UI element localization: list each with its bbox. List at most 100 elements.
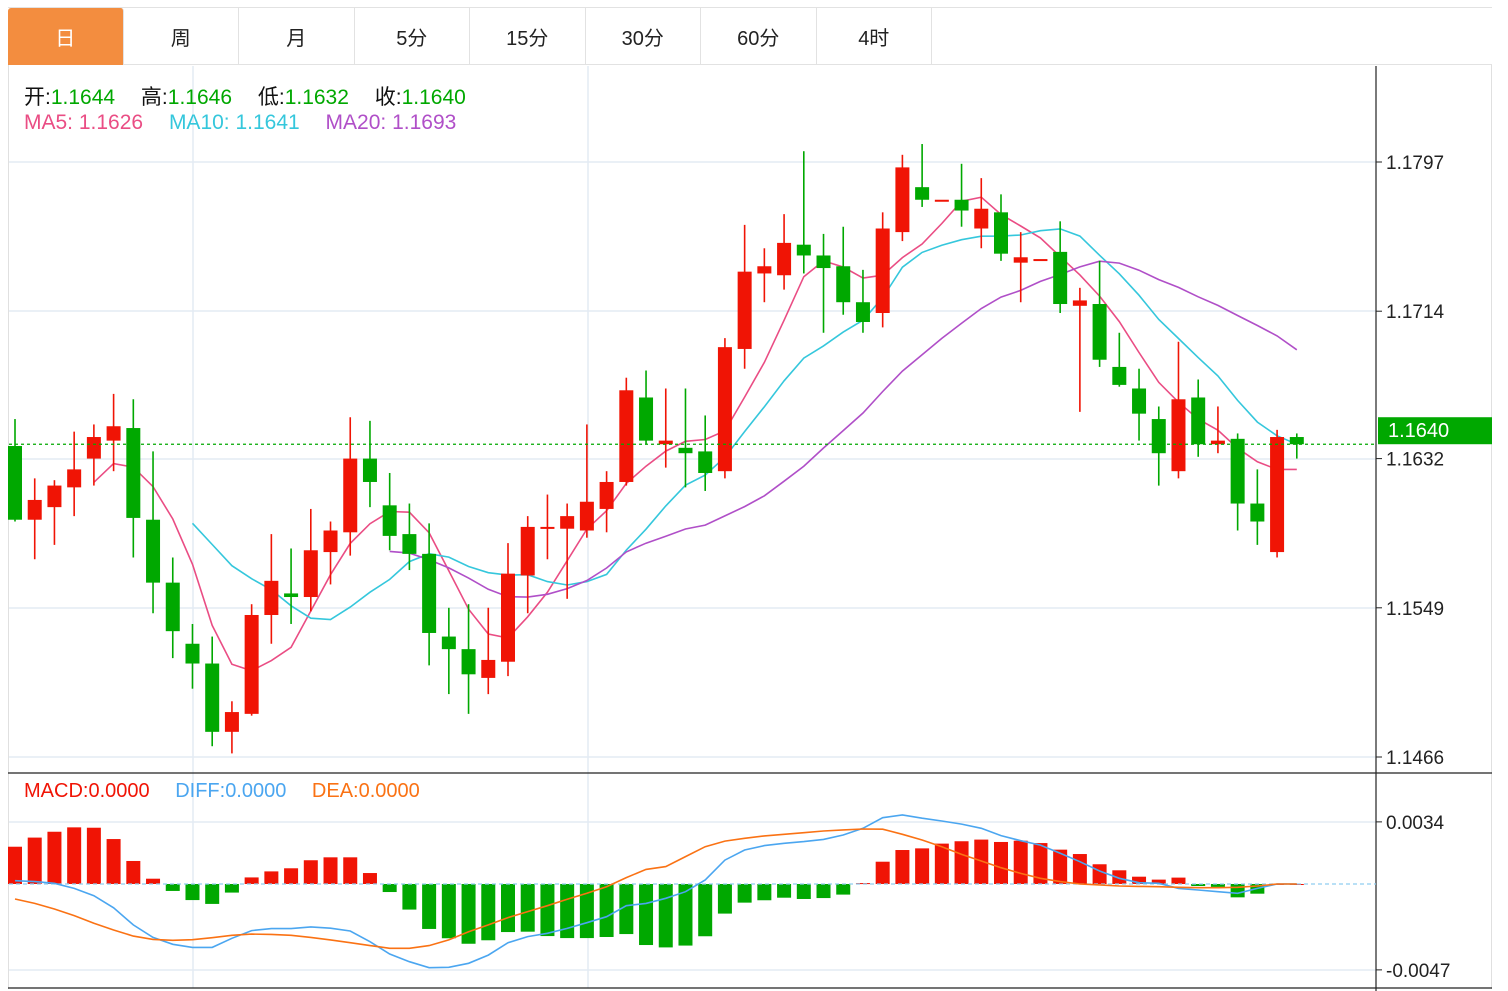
candle	[875, 212, 890, 328]
candle-body	[501, 573, 515, 662]
candle-body	[1171, 399, 1186, 472]
macd-bar	[954, 841, 969, 884]
tab-1[interactable]: 周	[124, 8, 239, 65]
macd-tick-label: 0.0034	[1386, 813, 1445, 834]
candle-body	[1053, 251, 1068, 305]
candle-body	[915, 187, 930, 200]
candle	[284, 548, 299, 624]
candle-body	[146, 519, 161, 583]
macd-bar	[501, 884, 515, 933]
macd-bar	[27, 837, 42, 884]
candle-body	[1210, 440, 1225, 445]
candle	[303, 508, 318, 612]
macd-bar	[796, 884, 811, 899]
candle-body	[816, 255, 831, 269]
candle-body	[284, 593, 299, 598]
dea-line	[14, 828, 1297, 950]
tab-2[interactable]: 月	[239, 8, 355, 65]
dea-label: DEA:	[311, 780, 359, 802]
candle	[126, 399, 141, 558]
dea-value: 0.0000	[358, 780, 420, 802]
candle	[323, 521, 338, 585]
candle	[8, 419, 22, 522]
candle-body	[639, 397, 654, 441]
candle-body	[8, 446, 22, 520]
candle	[895, 154, 910, 242]
candle	[1092, 260, 1107, 367]
tab-4[interactable]: 15分	[470, 8, 586, 65]
candle	[777, 214, 792, 290]
candle	[994, 194, 1008, 261]
close-label: 收:	[374, 86, 402, 109]
candle	[698, 415, 713, 491]
macd-bar	[678, 884, 693, 946]
macd-bar	[1013, 840, 1028, 884]
candle	[1132, 368, 1147, 441]
candle-body	[994, 212, 1008, 254]
macd-bar	[224, 884, 239, 893]
high-value: 1.1646	[167, 86, 232, 109]
low-label: 低:	[257, 86, 285, 109]
candle-body	[678, 447, 693, 454]
price-tick-label: 1.1797	[1386, 153, 1444, 174]
tab-5[interactable]: 30分	[586, 8, 701, 65]
candle	[540, 494, 555, 560]
candle	[264, 534, 279, 644]
macd-bar	[86, 827, 101, 884]
candle	[599, 471, 614, 533]
macd-bar	[619, 884, 634, 935]
candle	[520, 516, 535, 614]
candle-body	[422, 553, 437, 633]
period-tabs: 日周月 5分 15分 30分 60分 4时	[8, 7, 1492, 65]
candle-body	[855, 302, 870, 322]
candle	[47, 480, 62, 545]
macd-bar	[875, 861, 890, 884]
candle	[639, 370, 654, 445]
candle-body	[27, 499, 42, 520]
candle-body	[185, 643, 200, 664]
macd-bar	[994, 841, 1008, 884]
tab-0[interactable]: 日	[8, 8, 124, 65]
candle-body	[875, 228, 890, 313]
open-value: 1.1644	[50, 86, 116, 109]
ma-legend: MA5: 1.1626 MA10: 1.1641 MA20: 1.1693	[24, 111, 456, 135]
candle	[1230, 433, 1245, 531]
candle	[1171, 341, 1186, 479]
candle	[796, 151, 811, 274]
candle	[1033, 259, 1048, 262]
macd-bar	[47, 831, 62, 884]
macd-bar	[264, 871, 279, 884]
macd-bar	[303, 860, 318, 884]
macd-bar	[599, 884, 614, 937]
macd-tick-label: -0.0047	[1386, 961, 1450, 982]
candle	[1250, 469, 1265, 545]
tab-6[interactable]: 60分	[701, 8, 817, 65]
candle	[146, 451, 161, 614]
candle	[915, 144, 930, 207]
diff-line	[14, 814, 1297, 969]
candle-body	[658, 440, 673, 445]
candle	[205, 636, 220, 747]
candle	[1191, 379, 1206, 457]
candle-body	[323, 530, 338, 553]
candle	[836, 226, 851, 315]
tab-3[interactable]: 5分	[355, 8, 470, 65]
candle	[501, 543, 515, 677]
candle-body	[698, 451, 713, 473]
candle	[1053, 221, 1068, 313]
candle	[1210, 406, 1225, 454]
macd-bar	[579, 884, 594, 939]
tab-7[interactable]: 4时	[817, 8, 932, 65]
low-value: 1.1632	[284, 86, 349, 109]
candle-body	[106, 426, 121, 441]
candle	[106, 393, 121, 472]
candle	[362, 420, 377, 508]
candle-body	[619, 390, 634, 482]
candle	[1072, 287, 1087, 412]
macd-bar	[1112, 870, 1127, 884]
candle-body	[974, 208, 989, 229]
macd-bar	[1092, 864, 1107, 884]
candle	[757, 248, 772, 303]
ohlc-legend: 开:1.1644 高:1.1646 低:1.1632 收:1.1640	[24, 81, 466, 111]
candle-body	[1013, 257, 1028, 263]
